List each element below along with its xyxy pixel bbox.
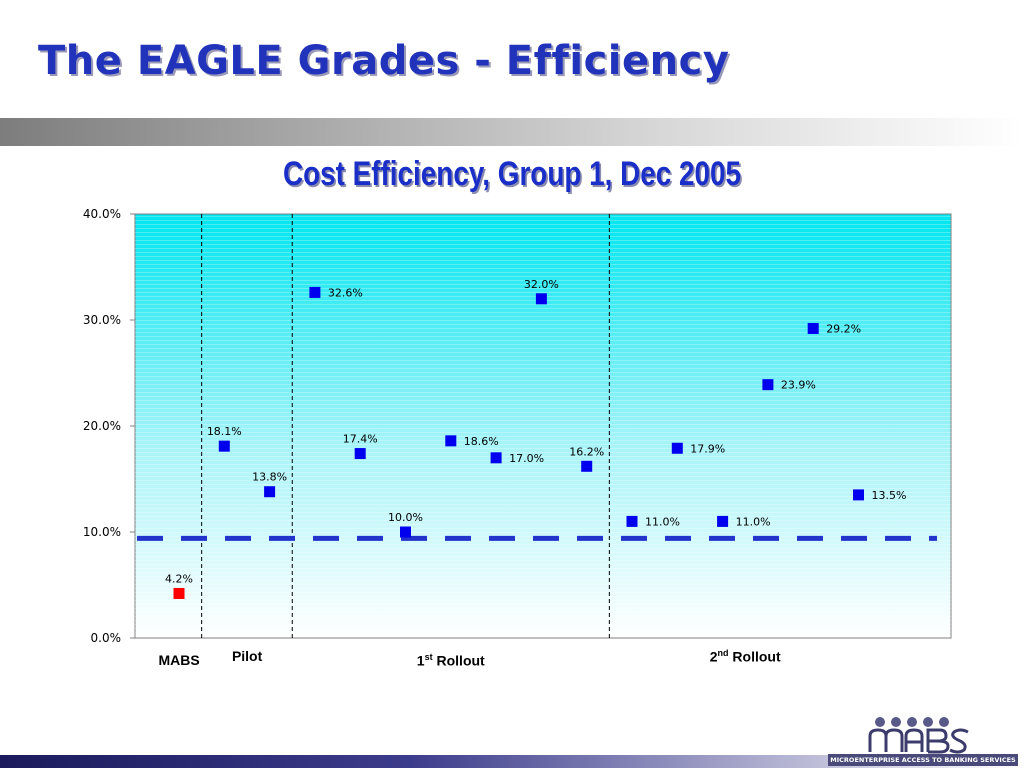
data-label: 23.9% [781, 379, 816, 392]
data-point [264, 486, 276, 498]
y-tick-label: 10.0% [83, 525, 121, 539]
scatter-chart: 0.0% 10.0% 20.0% 30.0% 40.0% 4.2% 18.1% 13.8% 3… [83, 207, 952, 645]
data-label: 29.2% [826, 322, 861, 335]
data-point [626, 515, 638, 527]
group-label: MABS [158, 652, 200, 668]
y-tick-label: 20.0% [83, 419, 121, 433]
data-label: 13.8% [252, 471, 287, 484]
data-point [400, 526, 411, 538]
group-label: 2nd Rollout [709, 648, 781, 665]
data-point [581, 460, 593, 472]
data-point [173, 587, 185, 599]
plot-stripes [135, 214, 951, 638]
data-point [671, 442, 683, 454]
mabs-logo [868, 717, 969, 754]
data-point [807, 322, 819, 334]
data-point [717, 515, 729, 527]
y-tick-label: 40.0% [83, 207, 121, 221]
data-point [535, 293, 547, 305]
y-tick-label: 0.0% [91, 631, 122, 645]
data-label: 18.1% [207, 425, 242, 438]
data-point [490, 452, 502, 464]
slide-title: The EAGLE Grades - Efficiency [38, 38, 730, 84]
footer-bar [0, 755, 1024, 768]
data-label: 17.9% [690, 442, 725, 455]
logo-tagline: MICROENTERPRISE ACCESS TO BANKING SERVIC… [828, 754, 1018, 766]
data-label: 18.6% [464, 435, 499, 448]
data-label: 17.4% [343, 433, 378, 446]
data-label: 13.5% [872, 489, 907, 502]
data-point [853, 489, 864, 501]
data-label: 17.0% [509, 452, 544, 465]
data-point [762, 379, 774, 391]
y-tick-label: 30.0% [83, 313, 121, 327]
chart-title: Cost Efficiency, Group 1, Dec 2005 [282, 155, 742, 193]
data-point [354, 448, 366, 460]
data-label: 16.2% [569, 445, 604, 458]
data-label: 10.0% [388, 511, 423, 524]
data-label: 11.0% [645, 515, 680, 528]
data-label: 11.0% [736, 515, 771, 528]
title-band [0, 118, 1024, 146]
data-label: 32.6% [328, 286, 363, 299]
data-label: 32.0% [524, 278, 559, 291]
data-point [218, 440, 230, 452]
group-label: Pilot [231, 648, 263, 664]
data-label: 4.2% [165, 572, 193, 585]
data-point [445, 435, 457, 447]
data-point [309, 286, 321, 298]
group-label: 1st Rollout [416, 652, 485, 669]
